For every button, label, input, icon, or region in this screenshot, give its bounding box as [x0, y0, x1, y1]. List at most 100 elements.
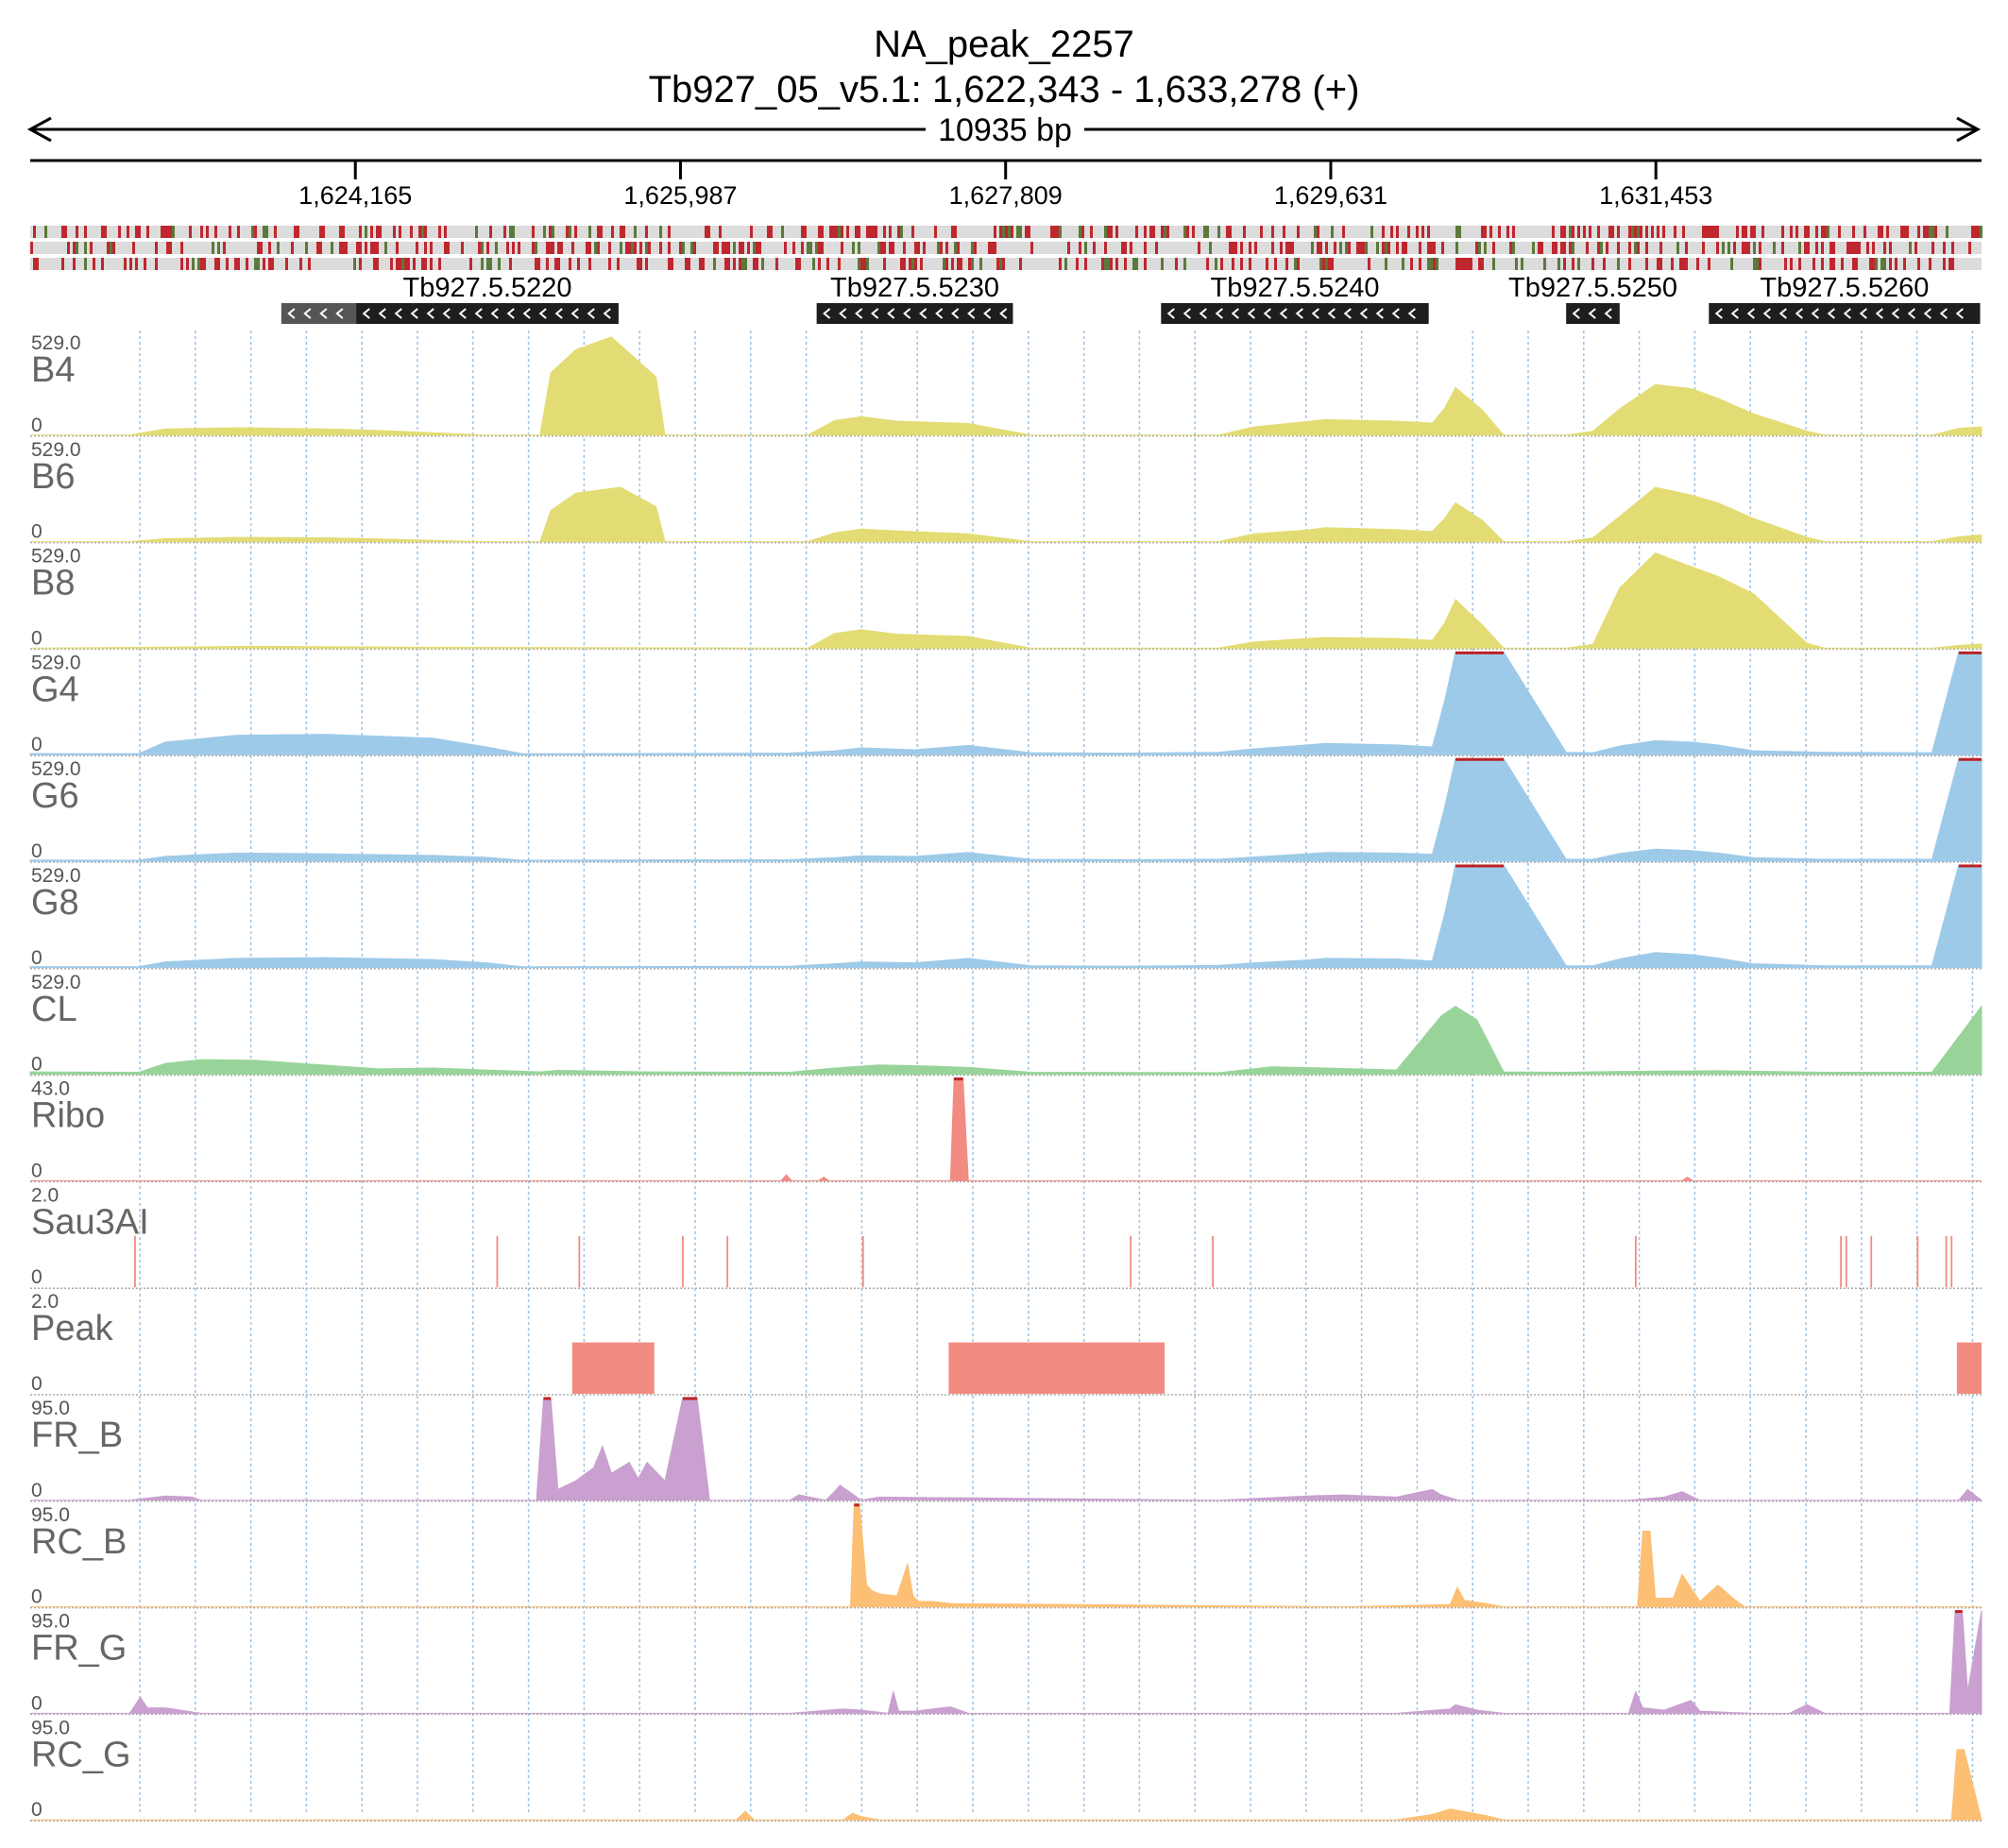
gene-strand-arrow: [1762, 308, 1771, 319]
sequence-base: [1436, 258, 1438, 270]
sequence-base: [532, 226, 535, 238]
sequence-base: [858, 226, 860, 238]
sequence-base: [1804, 226, 1807, 238]
sequence-base: [1206, 258, 1209, 270]
sequence-base: [161, 226, 163, 238]
gene-strand-arrow: [1714, 308, 1723, 319]
sequence-base: [1232, 258, 1234, 270]
sequence-base: [268, 242, 271, 254]
sequence-base: [1569, 226, 1572, 238]
sequence-base: [254, 258, 257, 270]
track-name-label: RC_G: [31, 1735, 131, 1774]
gene-strand-arrow: [410, 308, 418, 319]
sequence-base: [1759, 242, 1761, 254]
sequence-base: [291, 242, 294, 254]
sequence-base: [733, 242, 736, 254]
sequence-base: [1382, 242, 1385, 254]
sequence-base: [693, 242, 696, 254]
gene-strand-arrow: [967, 308, 976, 319]
track-min-label: 0: [31, 840, 43, 862]
sequence-base: [1433, 258, 1436, 270]
sequence-base: [903, 242, 906, 254]
ruler-tick-label: 1,629,631: [1274, 181, 1387, 210]
sequence-base: [1603, 258, 1606, 270]
signal-area: [29, 552, 1982, 649]
sequence-base: [1815, 242, 1818, 254]
sequence-base: [223, 242, 226, 254]
sequence-base: [1708, 258, 1710, 270]
sequence-base: [869, 226, 872, 238]
sequence-base: [206, 226, 209, 238]
sequence-base: [702, 258, 705, 270]
sequence-base: [937, 242, 940, 254]
sequence-base: [807, 242, 809, 254]
sequence-base: [1433, 242, 1436, 254]
sequence-base: [741, 242, 744, 254]
sequence-base: [399, 258, 401, 270]
sequence-base: [1124, 242, 1127, 254]
track-name-label: FR_B: [31, 1416, 123, 1455]
sequence-base: [365, 226, 367, 238]
sequence-base: [648, 242, 651, 254]
sequence-base: [943, 258, 945, 270]
sequence-base: [271, 258, 274, 270]
sequence-base: [1107, 258, 1110, 270]
sequence-base: [1220, 258, 1223, 270]
gene-body: [816, 303, 1013, 324]
sequence-base: [753, 242, 756, 254]
sequence-base: [1110, 226, 1113, 238]
sequence-base: [1705, 226, 1708, 238]
sequence-base: [960, 258, 962, 270]
sequence-base: [73, 242, 76, 254]
sequence-base: [1679, 258, 1682, 270]
track-max-label: 529.0: [31, 546, 81, 568]
sequence-base: [33, 226, 36, 238]
sequence-base: [498, 258, 501, 270]
gene-strand-arrow: [1311, 308, 1319, 319]
sequence-base: [1076, 258, 1079, 270]
sequence-base: [370, 242, 373, 254]
sequence-base: [1322, 258, 1325, 270]
track-min-label: 0: [31, 627, 43, 649]
track-fr_g: 95.0FR_G 0: [30, 1610, 1982, 1716]
sequence-base: [1671, 258, 1674, 270]
gene-strand-arrow: [319, 308, 328, 319]
sequence-base: [1759, 258, 1761, 270]
sequence-base: [424, 258, 427, 270]
sequence-base: [705, 226, 707, 238]
sequence-base: [76, 242, 78, 254]
sequence-base: [767, 226, 770, 238]
sequence-base: [1597, 242, 1600, 254]
sequence-base: [393, 226, 396, 238]
track-max-label: 43.0: [31, 1078, 70, 1100]
sequence-base: [319, 242, 322, 254]
sequence-base: [475, 226, 478, 238]
sequence-base: [163, 226, 166, 238]
sequence-base: [1002, 226, 1005, 238]
sequence-base: [1390, 226, 1393, 238]
sequence-base: [1685, 258, 1688, 270]
sequence-base: [866, 226, 869, 238]
sequence-base: [1560, 242, 1563, 254]
sequence-base: [1869, 258, 1872, 270]
sequence-base: [1144, 258, 1147, 270]
sequence-base: [73, 258, 76, 270]
sequence-base: [180, 242, 183, 254]
gene-strand-arrow: [1166, 308, 1175, 319]
sequence-base: [1756, 258, 1759, 270]
gene-body: [1566, 303, 1620, 324]
sequence-base: [1110, 258, 1113, 270]
sequence-base: [594, 242, 597, 254]
sequence-base: [917, 242, 920, 254]
sequence-base: [1795, 226, 1798, 238]
sequence-base: [659, 226, 662, 238]
sequence-base: [1115, 226, 1118, 238]
sequence-base: [597, 226, 600, 238]
sequence-base: [1716, 226, 1719, 238]
sequence-base: [1271, 226, 1274, 238]
sequence-base: [1410, 258, 1413, 270]
sequence-base: [1376, 242, 1379, 254]
sequence-base: [911, 258, 914, 270]
sequence-base: [1883, 242, 1886, 254]
gene-strand-arrow: [983, 308, 992, 319]
